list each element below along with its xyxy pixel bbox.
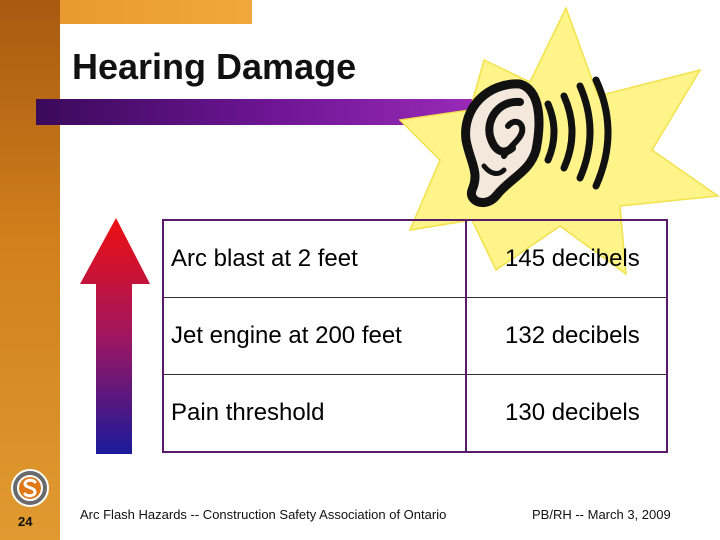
decibel-level-cell: 145 decibels: [466, 220, 667, 298]
hearing-levels-table: Arc blast at 2 feet 145 decibels Jet eng…: [162, 219, 668, 453]
footer-organization: Arc Flash Hazards -- Construction Safety…: [80, 507, 447, 522]
decibel-level-cell: 132 decibels: [466, 297, 667, 375]
arrow-up-icon: [80, 218, 150, 454]
ear-icon: [461, 79, 544, 208]
table-row: Jet engine at 200 feet 132 decibels: [163, 297, 667, 375]
top-accent-band: [60, 0, 252, 24]
title-background: [60, 24, 480, 96]
csao-logo-icon: [11, 469, 49, 507]
table-row: Arc blast at 2 feet 145 decibels: [163, 220, 667, 298]
noise-source-cell: Pain threshold: [163, 374, 467, 452]
page-number: 24: [18, 514, 33, 529]
slide-title: Hearing Damage: [72, 46, 357, 87]
decibel-level-cell: 130 decibels: [505, 399, 640, 426]
footer-date: PB/RH -- March 3, 2009: [532, 507, 671, 522]
noise-source-cell: Arc blast at 2 feet: [163, 220, 467, 298]
left-accent-band: [0, 0, 60, 540]
sound-waves-icon: [544, 76, 612, 190]
table-row: Pain threshold 130 decibels: [163, 374, 667, 452]
noise-source-cell: Jet engine at 200 feet: [163, 297, 467, 375]
